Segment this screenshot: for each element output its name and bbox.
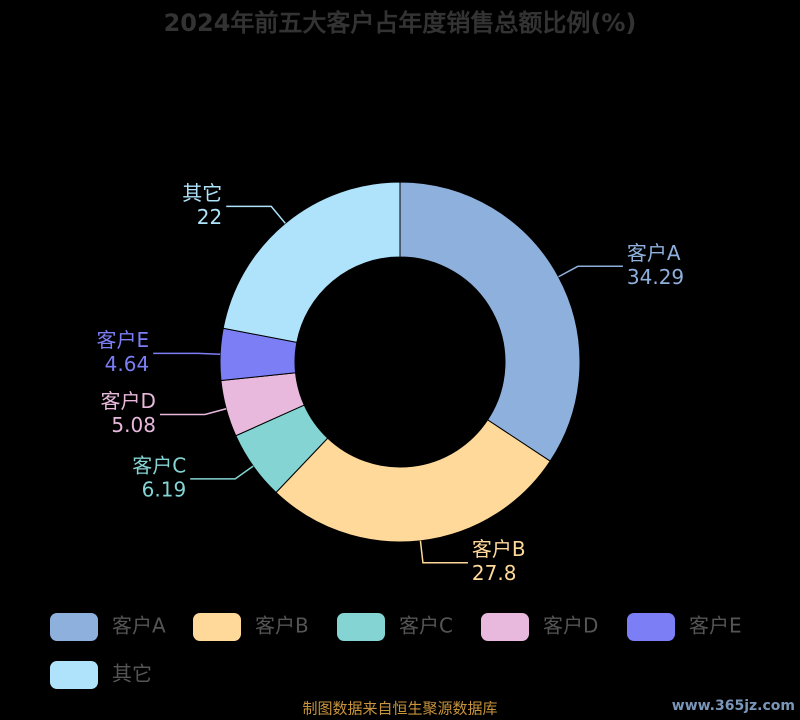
slice-value: 5.08 [111, 413, 156, 437]
slice-label: 其它 [182, 181, 222, 205]
leader-line [190, 465, 254, 480]
leader-line [558, 265, 623, 278]
leader-line [159, 408, 227, 416]
slice-label: 客户D [101, 389, 156, 413]
slice-label: 客户E [97, 328, 150, 352]
leader-line [226, 205, 286, 224]
legend-label: 客户E [689, 614, 742, 638]
donut-slice [399, 181, 581, 462]
slice-value: 34.29 [627, 265, 684, 289]
legend-swatch [193, 613, 241, 641]
slice-label: 客户A [627, 241, 681, 265]
donut-slice [222, 181, 401, 343]
source-note: 制图数据来自恒生聚源数据库 [302, 700, 497, 718]
donut-slice [275, 419, 551, 543]
watermark: www.365jz.com [672, 698, 795, 714]
legend-swatch [50, 613, 98, 641]
slice-value: 4.64 [105, 352, 150, 376]
legend-swatch [50, 661, 98, 689]
legend-label: 客户B [255, 614, 309, 638]
legend-swatch [627, 613, 675, 641]
legend-swatch [337, 613, 385, 641]
chart-title: 2024年前五大客户占年度销售总额比例(%) [164, 9, 637, 37]
slice-label: 客户B [472, 537, 526, 561]
leader-line [153, 352, 221, 356]
slice-value: 27.8 [472, 561, 517, 585]
slice-value: 6.19 [142, 477, 187, 501]
legend-label: 客户D [543, 614, 598, 638]
legend-swatch [481, 613, 529, 641]
slice-label: 客户C [132, 453, 186, 477]
legend-label: 其它 [112, 662, 152, 686]
slice-value: 22 [197, 205, 222, 229]
legend-label: 客户C [399, 614, 453, 638]
leader-line [419, 540, 468, 564]
legend-label: 客户A [112, 614, 166, 638]
